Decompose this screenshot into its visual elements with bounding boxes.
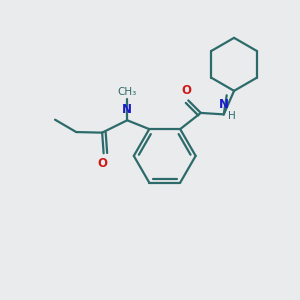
Text: N: N <box>219 98 229 111</box>
Text: O: O <box>182 85 192 98</box>
Text: H: H <box>228 111 236 121</box>
Text: O: O <box>97 157 107 170</box>
Text: N: N <box>122 103 132 116</box>
Text: CH₃: CH₃ <box>118 87 137 97</box>
